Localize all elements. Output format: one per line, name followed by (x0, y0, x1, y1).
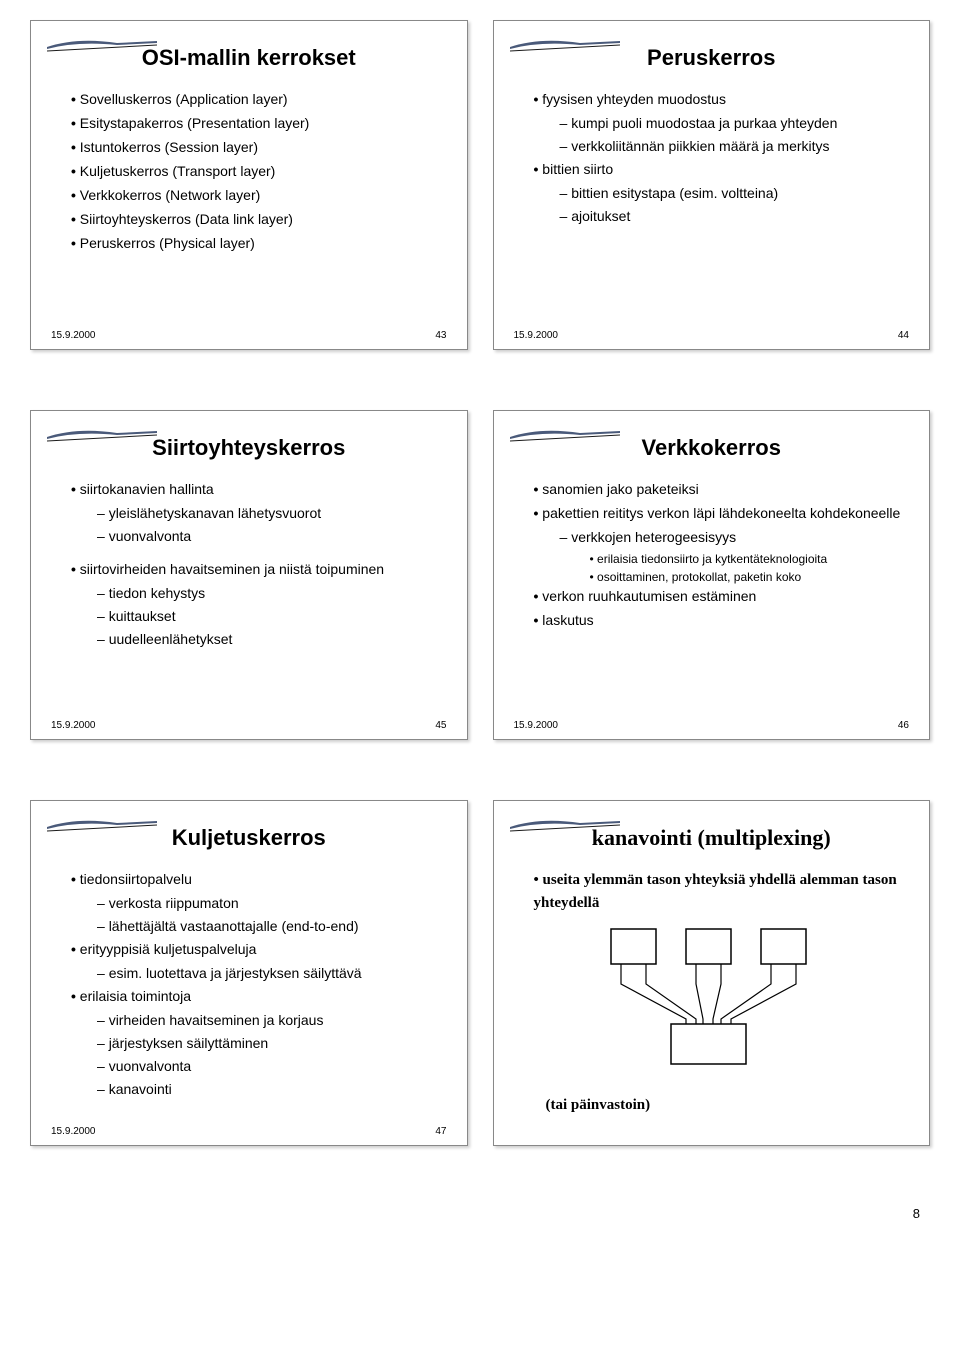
bullet: Kuljetuskerros (Transport layer) (71, 161, 445, 182)
sub-sub-bullet: erilaisia tiedonsiirto ja kytkentäteknol… (590, 550, 908, 568)
bullet: bittien siirto (534, 159, 908, 180)
slide-footer: 15.9.2000 44 (514, 330, 910, 341)
multiplexing-diagram (571, 924, 851, 1074)
bullet: Peruskerros (Physical layer) (71, 233, 445, 254)
page: OSI-mallin kerrokset Sovelluskerros (App… (0, 0, 960, 1241)
slide-date: 15.9.2000 (51, 1126, 96, 1137)
sub-bullet: kumpi puoli muodostaa ja purkaa yhteyden (560, 113, 908, 134)
slide-date: 15.9.2000 (51, 720, 96, 731)
slide-content: Sovelluskerros (Application layer) Esitys… (53, 89, 445, 254)
slide-footer: 15.9.2000 47 (51, 1126, 447, 1137)
slide-43: OSI-mallin kerrokset Sovelluskerros (App… (30, 20, 468, 350)
slide-footer: 15.9.2000 45 (51, 720, 447, 731)
slide-date: 15.9.2000 (514, 720, 559, 731)
bullet: sanomien jako paketeiksi (534, 479, 908, 500)
slide-date: 15.9.2000 (51, 330, 96, 341)
bullet: erityyppisiä kuljetuspalveluja (71, 939, 445, 960)
swoosh-icon (510, 35, 620, 53)
bullet: laskutus (534, 610, 908, 631)
sub-bullet: vuonvalvonta (97, 526, 445, 547)
sub-bullet: verkkojen heterogeesisyys (560, 527, 908, 548)
sub-bullet: esim. luotettava ja järjestyksen säilytt… (97, 963, 445, 984)
slide-content: tiedonsiirtopalvelu verkosta riippumatonl… (53, 869, 445, 1100)
bullet: erilaisia toimintoja (71, 986, 445, 1007)
sub-bullet: ajoitukset (560, 206, 908, 227)
slide-number: 43 (435, 330, 446, 341)
sub-bullet: tiedon kehystys (97, 583, 445, 604)
sub-bullet: verkosta riippumaton (97, 893, 445, 914)
bullet: useita ylemmän tason yhteyksiä yhdellä a… (534, 869, 908, 914)
swoosh-icon (47, 35, 157, 53)
slide-48: kanavointi (multiplexing) useita ylemmän… (493, 800, 931, 1146)
slide-number: 45 (435, 720, 446, 731)
sub-bullet: lähettäjältä vastaanottajalle (end-to-en… (97, 916, 445, 937)
sub-bullet: kuittaukset (97, 606, 445, 627)
slide-number: 44 (898, 330, 909, 341)
sub-bullet: bittien esitystapa (esim. voltteina) (560, 183, 908, 204)
bullet: siirtokanavien hallinta (71, 479, 445, 500)
bullet: Verkkokerros (Network layer) (71, 185, 445, 206)
slide-content: fyysisen yhteyden muodostus kumpi puoli m… (516, 89, 908, 227)
sub-bullet: verkkoliitännän piikkien määrä ja merkit… (560, 136, 908, 157)
bullet: Siirtoyhteyskerros (Data link layer) (71, 209, 445, 230)
sub-sub-bullet: osoittaminen, protokollat, paketin koko (590, 568, 908, 586)
bullet: Istuntokerros (Session layer) (71, 137, 445, 158)
slide-content: sanomien jako paketeiksi pakettien reitit… (516, 479, 908, 631)
slide-content: useita ylemmän tason yhteyksiä yhdellä a… (516, 869, 908, 1117)
slide-row-3: Kuljetuskerros tiedonsiirtopalveluverkos… (30, 800, 930, 1146)
swoosh-icon (510, 425, 620, 443)
swoosh-icon (47, 425, 157, 443)
bullet: fyysisen yhteyden muodostus (534, 89, 908, 110)
bullet: Esitystapakerros (Presentation layer) (71, 113, 445, 134)
sub-bullet: virheiden havaitseminen ja korjaus (97, 1010, 445, 1031)
sub-bullet: uudelleenlähetykset (97, 629, 445, 650)
page-number: 8 (30, 1206, 930, 1221)
slide-footer: 15.9.2000 46 (514, 720, 910, 731)
slide-45: Siirtoyhteyskerros siirtokanavien hallin… (30, 410, 468, 740)
slide-46: Verkkokerros sanomien jako paketeiksipak… (493, 410, 931, 740)
slide-47: Kuljetuskerros tiedonsiirtopalveluverkos… (30, 800, 468, 1146)
swoosh-icon (510, 815, 620, 833)
slide-row-1: OSI-mallin kerrokset Sovelluskerros (App… (30, 20, 930, 350)
swoosh-icon (47, 815, 157, 833)
bullet: Sovelluskerros (Application layer) (71, 89, 445, 110)
slide-footer: 15.9.2000 43 (51, 330, 447, 341)
bottom-text: (tai päinvastoin) (516, 1094, 908, 1117)
bullet: siirtovirheiden havaitseminen ja niistä … (71, 559, 445, 580)
sub-bullet: vuonvalvonta (97, 1056, 445, 1077)
bullet: verkon ruuhkautumisen estäminen (534, 586, 908, 607)
slide-row-2: Siirtoyhteyskerros siirtokanavien hallin… (30, 410, 930, 740)
slide-number: 47 (435, 1126, 446, 1137)
sub-bullet: yleislähetyskanavan lähetysvuorot (97, 503, 445, 524)
sub-bullet: kanavointi (97, 1079, 445, 1100)
slide-44: Peruskerros fyysisen yhteyden muodostusk… (493, 20, 931, 350)
sub-bullet: järjestyksen säilyttäminen (97, 1033, 445, 1054)
slide-date: 15.9.2000 (514, 330, 559, 341)
top-bullets: useita ylemmän tason yhteyksiä yhdellä a… (516, 869, 908, 914)
bullet: pakettien reititys verkon läpi lähdekone… (534, 503, 908, 524)
bullet: tiedonsiirtopalvelu (71, 869, 445, 890)
slide-number: 46 (898, 720, 909, 731)
slide-content: siirtokanavien hallinta yleislähetyskanav… (53, 479, 445, 650)
